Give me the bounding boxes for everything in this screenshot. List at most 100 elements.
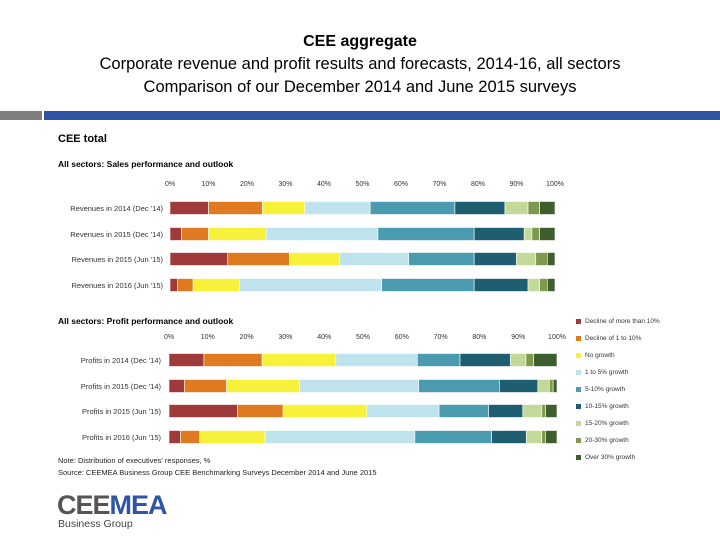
logo-subtitle: Business Group <box>58 518 133 530</box>
tick-label: 60% <box>394 181 408 188</box>
bar-segment <box>237 404 284 418</box>
bar-segment <box>239 278 383 292</box>
tick-label: 20% <box>240 334 254 341</box>
divider-grey <box>0 111 42 120</box>
tick-label: 0% <box>165 181 175 188</box>
bar-segment <box>539 278 548 292</box>
bar-segment <box>552 379 558 393</box>
category-label: Profits in 2016 (Jun '15) <box>82 433 161 442</box>
bar-segment <box>527 201 540 215</box>
legend-label: 1 to 5% growth <box>585 369 629 376</box>
divider-blue <box>44 111 720 120</box>
bar-segment <box>541 404 546 418</box>
bar-segment <box>504 201 529 215</box>
legend-label: 5-10% growth <box>585 386 626 393</box>
bar-segment <box>168 379 185 393</box>
bar-segment <box>369 201 456 215</box>
legend-swatch <box>576 336 581 341</box>
bar-segment <box>408 252 475 266</box>
tick-label: 90% <box>511 334 525 341</box>
bar-segment <box>208 201 263 215</box>
profit-chart-title: All sectors: Profit performance and outl… <box>58 316 234 326</box>
bar-segment <box>184 379 227 393</box>
bar-segment <box>545 430 558 444</box>
bar-segment <box>304 201 371 215</box>
bar-segment <box>473 227 525 241</box>
bar-segment <box>418 379 500 393</box>
tick-label: 20% <box>240 181 254 188</box>
bar-segment <box>199 430 266 444</box>
bar-segment <box>169 278 178 292</box>
tick-label: 70% <box>434 334 448 341</box>
bar-segment <box>226 379 300 393</box>
legend-label: 15-20% growth <box>585 420 629 427</box>
bar-segment <box>539 227 556 241</box>
bar-segment <box>516 252 537 266</box>
bar-segment <box>473 278 529 292</box>
bar-segment <box>533 353 558 367</box>
legend-item: Over 30% growth <box>576 452 716 464</box>
legend-swatch <box>576 353 581 358</box>
bar-segment <box>192 278 240 292</box>
category-label: Revenues in 2015 (Jun '15) <box>72 255 164 264</box>
legend-item: 10-15% growth <box>576 401 716 413</box>
bar-segment <box>523 227 533 241</box>
logo-part-cee: CEE <box>57 490 111 520</box>
legend-label: Over 30% growth <box>585 454 636 461</box>
tick-label: 50% <box>356 334 370 341</box>
bar-segment <box>366 404 440 418</box>
legend-swatch <box>576 455 581 460</box>
bar-segment <box>299 379 420 393</box>
bar-segment <box>525 430 542 444</box>
bar-segment <box>549 379 554 393</box>
sales-chart-title: All sectors: Sales performance and outlo… <box>58 159 234 169</box>
legend-swatch <box>576 438 581 443</box>
bar-segment <box>473 252 517 266</box>
legend-swatch <box>576 421 581 426</box>
bar-segment <box>377 227 475 241</box>
tick-label: 60% <box>395 334 409 341</box>
tick-label: 30% <box>278 334 292 341</box>
page-title: CEE aggregate <box>303 33 417 50</box>
tick-label: 50% <box>355 181 369 188</box>
tick-label: 10% <box>201 334 215 341</box>
bar-segment <box>541 430 546 444</box>
note-text: Note: Distribution of executives' respon… <box>58 456 211 465</box>
bar-segment <box>545 404 558 418</box>
bar-segment <box>510 353 527 367</box>
legend-item: No growth <box>576 350 716 362</box>
legend-label: Decline of more than 10% <box>585 318 660 325</box>
category-label: Revenues in 2016 (Jun '15) <box>72 281 164 290</box>
bar-segment <box>417 353 461 367</box>
bar-segment <box>537 379 550 393</box>
legend-item: 1 to 5% growth <box>576 367 716 379</box>
title-block: CEE aggregate Corporate revenue and prof… <box>0 30 720 99</box>
bar-segment <box>261 353 337 367</box>
legend-label: Decline of 1 to 10% <box>585 335 642 342</box>
legend-item: 20-30% growth <box>576 435 716 447</box>
bar-segment <box>459 353 511 367</box>
bar-segment <box>264 430 416 444</box>
bar-segment <box>525 353 535 367</box>
ceemea-logo: CEEMEA Business Group <box>57 490 168 530</box>
bar-segment <box>531 227 540 241</box>
legend-item: Decline of 1 to 10% <box>576 333 716 345</box>
legend-swatch <box>576 404 581 409</box>
tick-label: 80% <box>472 334 486 341</box>
tick-label: 40% <box>317 181 331 188</box>
legend-swatch <box>576 319 581 324</box>
bar-segment <box>262 201 306 215</box>
bar-segment <box>488 404 524 418</box>
bar-segment <box>203 353 263 367</box>
bar-segment <box>168 404 238 418</box>
tick-label: 90% <box>509 181 523 188</box>
legend-label: 20-30% growth <box>585 437 629 444</box>
legend-item: 15-20% growth <box>576 418 716 430</box>
bar-segment <box>181 227 209 241</box>
tick-label: 70% <box>432 181 446 188</box>
bar-segment <box>499 379 539 393</box>
bar-segment <box>289 252 340 266</box>
bar-segment <box>335 353 418 367</box>
tick-label: 10% <box>201 181 215 188</box>
bar-segment <box>169 227 182 241</box>
